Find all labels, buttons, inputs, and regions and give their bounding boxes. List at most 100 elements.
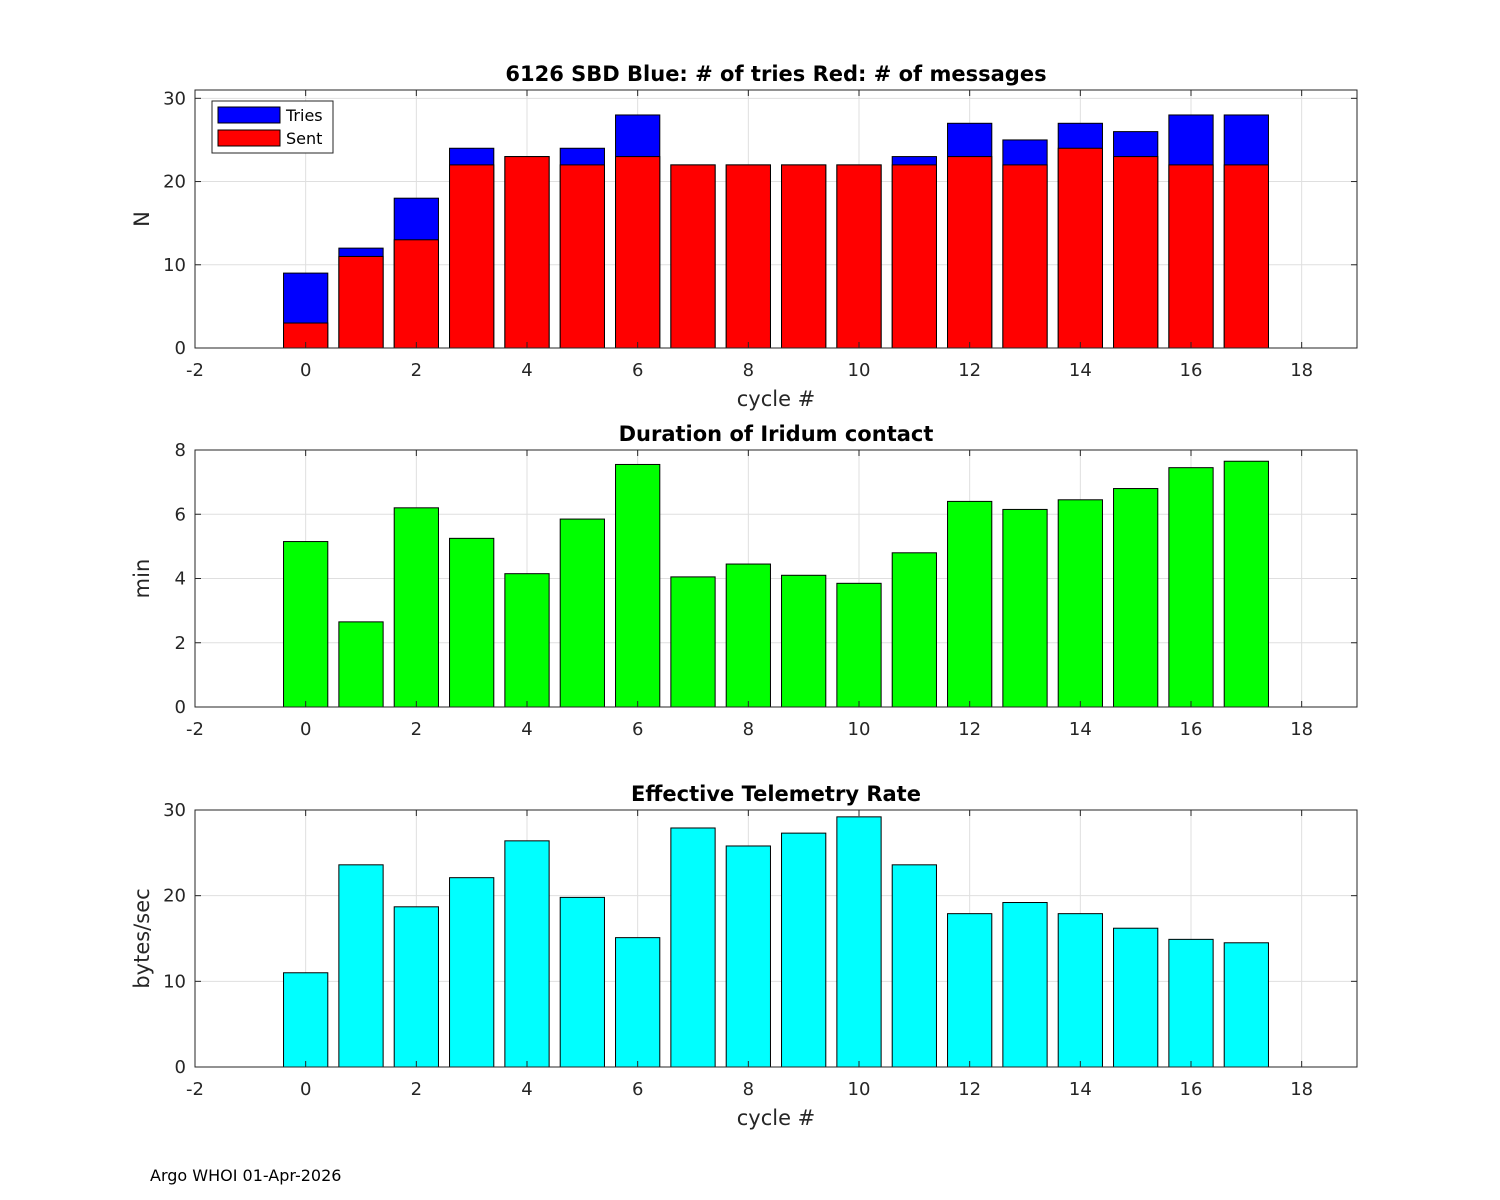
bar-sent-cycle-7	[670, 164, 716, 349]
bar-rate-cycle-12	[947, 913, 993, 1068]
x-tick-label: 12	[958, 1079, 981, 1100]
bar-sent-cycle-4	[504, 156, 550, 349]
y-tick-label: 0	[175, 338, 186, 359]
x-tick-label: 14	[1069, 719, 1092, 740]
bar-rate-cycle-17	[1223, 942, 1269, 1068]
x-tick-label: 10	[848, 1079, 871, 1100]
x-tick-label: 0	[300, 719, 311, 740]
bar-rate-cycle-14	[1057, 913, 1103, 1068]
bar-rate-cycle-10	[836, 816, 882, 1068]
x-tick-label: 16	[1180, 719, 1203, 740]
x-tick-label: 8	[743, 719, 754, 740]
bar-sent-cycle-12	[947, 156, 993, 349]
x-tick-label: 4	[521, 719, 532, 740]
x-tick-label: 4	[521, 360, 532, 381]
x-tick-label: 6	[632, 1079, 643, 1100]
bar-rate-cycle-6	[615, 937, 661, 1068]
x-tick-label: 8	[743, 360, 754, 381]
bar-rate-cycle-16	[1168, 938, 1214, 1068]
bar-rate-cycle-15	[1113, 927, 1159, 1068]
bar-duration-cycle-15	[1113, 488, 1159, 708]
y-tick-label: 0	[175, 1057, 186, 1078]
bar-sent-cycle-8	[725, 164, 771, 349]
footer-caption: Argo WHOI 01-Apr-2026	[150, 1166, 342, 1185]
y-tick-label: 10	[163, 971, 186, 992]
bar-duration-cycle-0	[283, 541, 329, 708]
chart-title: Duration of Iridum contact	[619, 422, 934, 446]
bar-sent-cycle-2	[393, 239, 439, 349]
bar-rate-cycle-13	[1002, 902, 1048, 1068]
x-tick-label: 18	[1290, 1079, 1313, 1100]
bar-duration-cycle-10	[836, 582, 882, 708]
bar-rate-cycle-9	[781, 832, 827, 1068]
bar-duration-cycle-14	[1057, 499, 1103, 708]
chart-title: 6126 SBD Blue: # of tries Red: # of mess…	[505, 62, 1046, 86]
x-tick-label: 6	[632, 719, 643, 740]
x-tick-label: 12	[958, 360, 981, 381]
legend: Tries Sent	[211, 100, 334, 154]
bar-sent-cycle-16	[1168, 164, 1214, 349]
x-tick-label: 0	[300, 360, 311, 381]
y-axis-label: min	[130, 559, 154, 599]
axes-box	[194, 809, 1358, 1068]
y-tick-label: 10	[163, 255, 186, 276]
bar-duration-cycle-3	[449, 537, 495, 708]
y-tick-label: 8	[175, 440, 186, 461]
x-tick-label: 18	[1290, 719, 1313, 740]
y-tick-label: 6	[175, 504, 186, 525]
bar-rate-cycle-3	[449, 877, 495, 1068]
y-tick-label: 30	[163, 800, 186, 821]
x-tick-label: -2	[186, 360, 204, 381]
bar-rate-cycle-0	[283, 972, 329, 1068]
bar-rate-cycle-1	[338, 864, 384, 1068]
legend-swatch-tries	[217, 106, 281, 124]
x-tick-label: 2	[411, 1079, 422, 1100]
bar-rate-cycle-4	[504, 840, 550, 1068]
x-tick-label: 6	[632, 360, 643, 381]
bar-duration-cycle-9	[781, 574, 827, 708]
bar-sent-cycle-11	[891, 164, 937, 349]
bar-duration-cycle-16	[1168, 467, 1214, 708]
y-tick-label: 20	[163, 886, 186, 907]
bar-rate-cycle-8	[725, 845, 771, 1068]
y-tick-label: 30	[163, 88, 186, 109]
x-tick-label: -2	[186, 719, 204, 740]
y-axis-label: N	[130, 211, 154, 227]
y-tick-label: 20	[163, 172, 186, 193]
x-tick-label: 12	[958, 719, 981, 740]
x-tick-label: 4	[521, 1079, 532, 1100]
x-tick-label: 14	[1069, 360, 1092, 381]
bar-duration-cycle-12	[947, 500, 993, 708]
bar-sent-cycle-17	[1223, 164, 1269, 349]
x-tick-label: 8	[743, 1079, 754, 1100]
legend-label-tries: Tries	[285, 106, 323, 125]
y-tick-label: 4	[175, 569, 186, 590]
bar-sent-cycle-9	[781, 164, 827, 349]
x-tick-label: 0	[300, 1079, 311, 1100]
bar-rate-cycle-11	[891, 864, 937, 1068]
x-axis-label: cycle #	[737, 1106, 816, 1130]
x-axis-label: cycle #	[737, 387, 816, 411]
bar-rate-cycle-5	[559, 896, 605, 1068]
chart-title: Effective Telemetry Rate	[631, 782, 921, 806]
bar-duration-cycle-8	[725, 563, 771, 708]
x-tick-label: 14	[1069, 1079, 1092, 1100]
bar-sent-cycle-1	[338, 255, 384, 349]
bar-sent-cycle-10	[836, 164, 882, 349]
x-tick-label: 10	[848, 360, 871, 381]
bar-sent-cycle-5	[559, 164, 605, 349]
x-tick-label: 18	[1290, 360, 1313, 381]
axes-box	[194, 89, 1358, 349]
bar-duration-cycle-6	[615, 463, 661, 708]
bar-duration-cycle-4	[504, 573, 550, 708]
y-axis-label: bytes/sec	[130, 888, 154, 988]
y-tick-label: 0	[175, 697, 186, 718]
x-tick-label: 2	[411, 719, 422, 740]
legend-label-sent: Sent	[286, 129, 322, 148]
x-tick-label: 16	[1180, 1079, 1203, 1100]
bar-sent-cycle-13	[1002, 164, 1048, 349]
bar-sent-cycle-6	[615, 156, 661, 349]
bar-duration-cycle-17	[1223, 460, 1269, 708]
